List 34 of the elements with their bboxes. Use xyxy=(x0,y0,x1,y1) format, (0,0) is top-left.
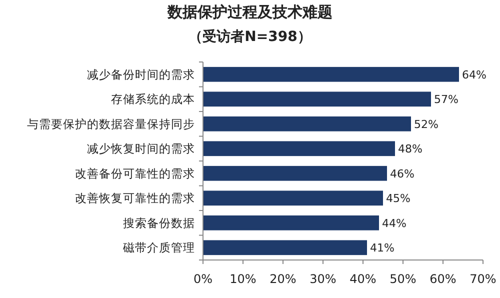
bar xyxy=(203,240,367,256)
chart-subtitle: （受访者N=398） xyxy=(188,28,312,45)
x-tick-label: 0% xyxy=(193,272,213,286)
data-label: 57% xyxy=(434,93,458,106)
y-tick-label: 改善备份可靠性的需求 xyxy=(75,166,195,180)
x-tick-label: 10% xyxy=(230,272,256,286)
bar xyxy=(203,215,379,230)
x-tick-label: 40% xyxy=(350,272,376,286)
y-tick-label: 存储系统的成本 xyxy=(111,92,195,106)
y-tick-label: 搜索备份数据 xyxy=(123,216,195,230)
data-label: 52% xyxy=(414,118,438,131)
y-tick-label: 改善恢复可靠性的需求 xyxy=(75,191,195,206)
bar xyxy=(203,116,411,132)
y-tick-label: 减少恢复时间的需求 xyxy=(87,142,195,156)
bar xyxy=(203,141,395,156)
data-label: 64% xyxy=(462,68,486,82)
bar xyxy=(203,66,459,82)
x-tick-label: 60% xyxy=(430,272,456,286)
data-label: 41% xyxy=(370,242,394,255)
data-label: 45% xyxy=(386,192,410,206)
data-label: 46% xyxy=(390,167,414,180)
y-tick-label: 与需要保护的数据容量保持同步 xyxy=(27,116,195,131)
x-tick-label: 30% xyxy=(310,272,336,286)
y-tick-label: 磁带介质管理 xyxy=(122,240,195,255)
x-tick-label: 50% xyxy=(390,272,416,286)
x-tick-label: 20% xyxy=(270,272,296,286)
y-tick-label: 减少备份时间的需求 xyxy=(87,67,195,82)
bar xyxy=(203,92,431,107)
bar xyxy=(203,190,383,206)
bar xyxy=(203,166,387,181)
x-tick-label: 70% xyxy=(470,272,496,286)
chart-title: 数据保护过程及技术难题 xyxy=(166,3,332,21)
data-label: 44% xyxy=(382,216,406,230)
data-label: 48% xyxy=(398,142,422,156)
